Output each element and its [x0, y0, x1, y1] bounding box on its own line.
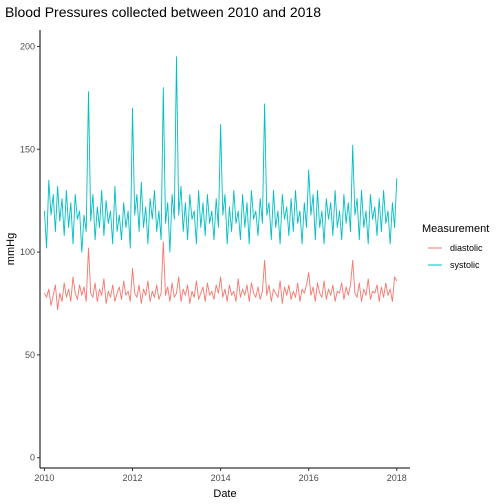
x-axis-title: Date [213, 488, 236, 500]
y-tick-label: 0 [30, 453, 35, 463]
y-axis-title: mmHg [5, 233, 17, 265]
x-tick-label: 2010 [34, 473, 54, 483]
series-lines [43, 56, 398, 311]
y-tick-label: 200 [20, 41, 35, 51]
legend-label-systolic: systolic [450, 260, 480, 270]
legend-label-diastolic: diastolic [450, 243, 483, 253]
series-line-systolic [43, 56, 398, 253]
y-tick-label: 100 [20, 247, 35, 257]
x-tick-label: 2018 [387, 473, 407, 483]
plot-area: 0 50 100 150 200 2010 2012 2014 2016 2018 [20, 30, 410, 483]
legend: Measurement diastolic systolic [422, 223, 489, 270]
y-axis-ticks: 0 50 100 150 200 [20, 41, 40, 463]
x-axis-ticks: 2010 2012 2014 2016 2018 [34, 468, 407, 483]
chart-title: Blood Pressures collected between 2010 a… [5, 4, 321, 20]
x-tick-label: 2012 [122, 473, 142, 483]
legend-items: diastolic systolic [428, 243, 483, 270]
y-tick-label: 50 [25, 350, 35, 360]
legend-title: Measurement [422, 223, 489, 235]
series-line-diastolic [44, 241, 398, 311]
y-tick-label: 150 [20, 144, 35, 154]
x-tick-label: 2016 [299, 473, 319, 483]
x-tick-label: 2014 [211, 473, 231, 483]
